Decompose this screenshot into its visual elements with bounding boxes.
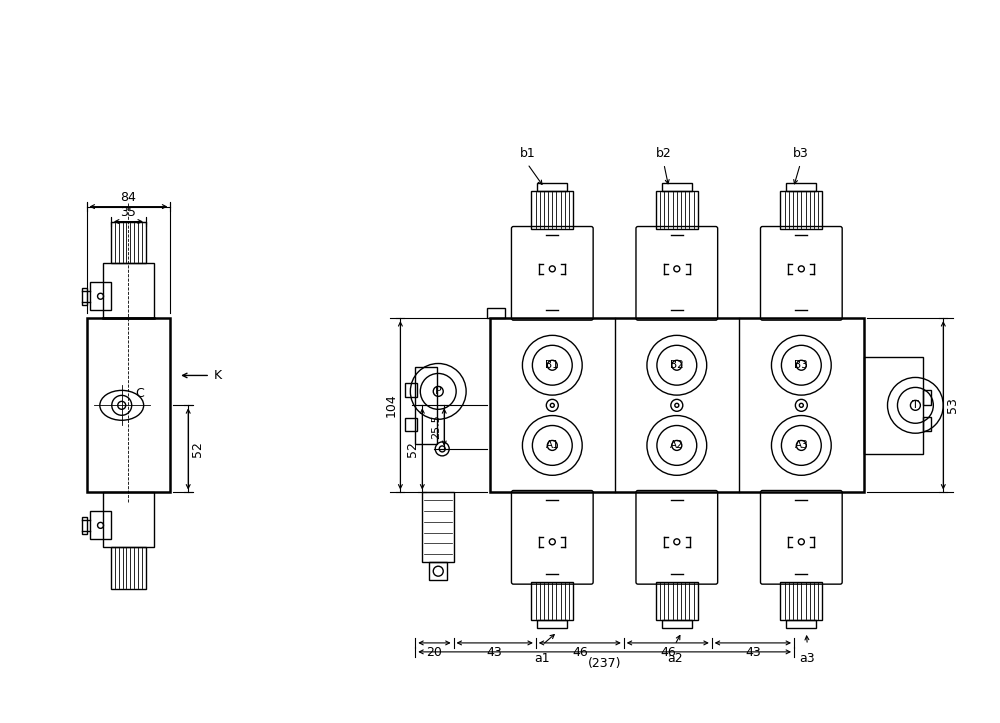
Text: B3: B3 [794, 360, 808, 370]
Bar [82, 288, 87, 304]
Bar [786, 620, 816, 628]
Text: a1: a1 [535, 652, 550, 665]
Text: B1: B1 [545, 360, 559, 370]
Text: (237): (237) [588, 657, 621, 670]
Text: b2: b2 [656, 147, 672, 160]
Bar [531, 582, 573, 620]
Text: 43: 43 [745, 646, 761, 659]
Text: A2: A2 [670, 440, 684, 450]
Bar [864, 356, 923, 454]
Bar [405, 382, 417, 397]
Bar [656, 191, 698, 228]
Text: 20: 20 [427, 646, 442, 659]
Text: B2: B2 [670, 360, 684, 370]
Text: b1: b1 [520, 147, 535, 160]
Bar [786, 183, 816, 191]
Text: 104: 104 [384, 393, 397, 417]
Bar [537, 620, 567, 628]
Text: 53: 53 [946, 398, 959, 414]
Text: 43: 43 [487, 646, 503, 659]
Text: 25.5: 25.5 [431, 415, 441, 440]
Bar [111, 547, 146, 589]
Bar [415, 367, 437, 444]
Text: a2: a2 [667, 652, 683, 665]
Bar [405, 418, 417, 432]
Bar [103, 492, 154, 547]
Bar [90, 511, 111, 539]
Text: A3: A3 [794, 440, 808, 450]
Bar [111, 221, 146, 263]
Bar [490, 318, 864, 492]
Text: 46: 46 [660, 646, 676, 659]
Bar [531, 191, 573, 228]
Bar [662, 183, 692, 191]
Text: P: P [435, 386, 442, 396]
Text: C: C [136, 388, 144, 401]
Bar [923, 416, 931, 432]
Bar [923, 390, 931, 406]
Bar [780, 191, 822, 228]
Text: b3: b3 [792, 147, 808, 160]
Bar [537, 183, 567, 191]
Bar [82, 517, 87, 534]
Text: a3: a3 [800, 652, 815, 665]
Bar [487, 308, 505, 318]
Text: 52: 52 [406, 441, 419, 457]
Text: A1: A1 [545, 440, 559, 450]
Bar [422, 492, 454, 562]
Text: 52: 52 [191, 441, 204, 457]
Text: K: K [214, 369, 222, 382]
Text: 46: 46 [572, 646, 588, 659]
Bar [662, 620, 692, 628]
Bar [656, 582, 698, 620]
Text: 35: 35 [120, 205, 136, 218]
Bar [103, 263, 154, 318]
Bar [429, 562, 447, 580]
Bar [780, 582, 822, 620]
Text: T: T [912, 401, 919, 411]
Bar [90, 282, 111, 310]
Bar [87, 318, 170, 492]
Text: 84: 84 [120, 191, 136, 204]
